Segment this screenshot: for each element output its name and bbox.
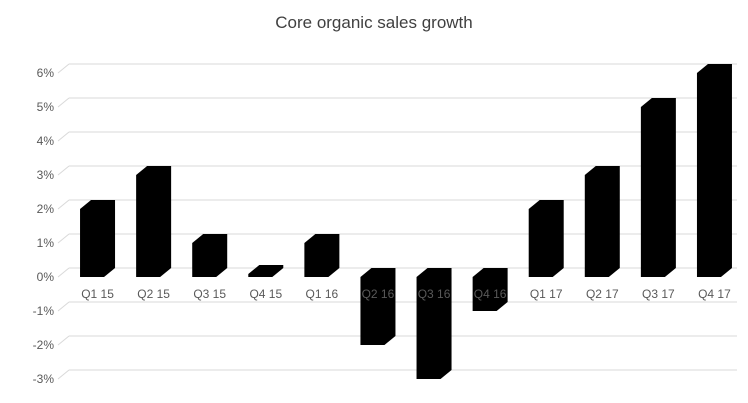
x-category-label: Q1 15 [81,287,114,301]
bar-q3-15 [192,234,228,277]
gridline-depth-segment [57,335,70,346]
y-tick-label: 6% [37,66,55,80]
bar-q2-16 [360,268,396,345]
bar-q4-15 [248,265,284,277]
y-tick-label: 1% [37,236,55,250]
gridline-depth-segment [57,267,70,278]
bar-q2-17 [584,166,620,277]
bar-q1-16 [304,234,340,277]
y-tick-label: -1% [33,304,55,318]
x-category-label: Q2 15 [137,287,170,301]
x-category-label: Q4 17 [698,287,731,301]
bar-q1-17 [528,200,564,277]
bar-q4-17 [696,64,732,277]
gridline-depth-segment [57,131,70,142]
y-tick-label: -2% [33,338,55,352]
gridline-depth-segment [57,301,70,312]
x-category-label: Q2 16 [362,287,395,301]
x-category-label: Q3 16 [418,287,451,301]
x-category-label: Q1 16 [306,287,339,301]
gridline-depth-segment [57,63,70,74]
bar-q1-15 [80,200,116,277]
bar-q3-16 [416,268,452,379]
gridline-depth-segment [57,233,70,244]
y-tick-label: 5% [37,100,55,114]
gridline-depth-segment [57,199,70,210]
y-tick-label: 4% [37,134,55,148]
bar-q4-16 [472,268,508,311]
x-category-label: Q2 17 [586,287,619,301]
y-tick-label: 2% [37,202,55,216]
y-tick-label: 0% [37,270,55,284]
gridline-depth-segment [57,165,70,176]
y-tick-label: -3% [33,372,55,386]
y-tick-label: 3% [37,168,55,182]
gridline-depth-segment [57,97,70,108]
gridline-depth-segment [57,369,70,380]
x-category-label: Q3 17 [642,287,675,301]
x-category-label: Q1 17 [530,287,563,301]
plot-area: -3% -2% -1% 0% 1% 2% 3% 4% 5% 6% Q1 15 Q2 15 Q3 15 Q4… [33,63,737,386]
chart-title: Core organic sales growth [275,13,472,32]
x-category-label: Q3 15 [193,287,226,301]
x-category-label: Q4 15 [249,287,282,301]
x-category-label: Q4 16 [474,287,507,301]
bar-q3-17 [640,98,676,277]
bar-q2-15 [136,166,172,277]
